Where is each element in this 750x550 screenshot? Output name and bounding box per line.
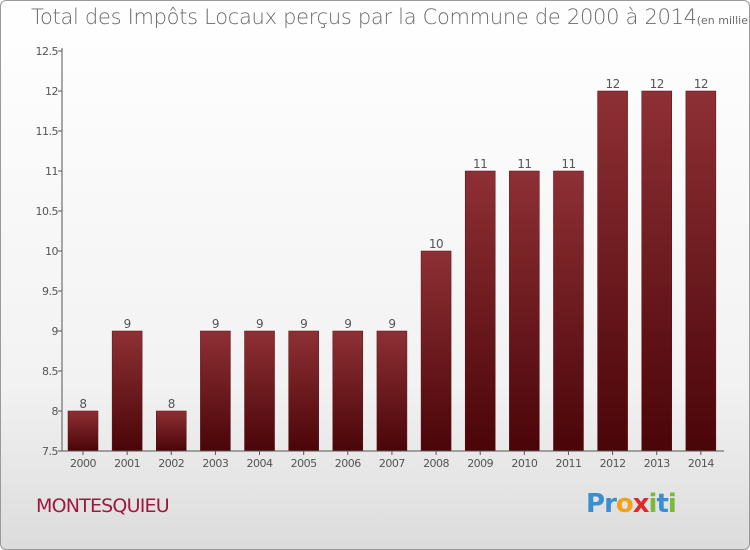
x-tick-label: 2000 (70, 457, 96, 470)
x-axis: 2000 2001 2002 2003 2004 2005 2006 2007 2008 2009… (62, 450, 724, 470)
data-label-2012: 12 (605, 77, 619, 91)
data-label-2014: 12 (694, 77, 708, 91)
y-tick-label: 9 (52, 325, 59, 338)
bar-2009 (464, 170, 496, 452)
y-tick-label: 8.5 (42, 365, 58, 378)
x-tick-label: 2008 (423, 457, 449, 470)
bars: 8 9 8 9 9 9 9 9 10 11 11 11 12 12 12 (67, 77, 717, 452)
y-tick-label: 10.5 (36, 205, 59, 218)
x-tick-label: 2003 (202, 457, 228, 470)
x-tick-label: 2006 (335, 457, 361, 470)
chart-title-unit: (en milliers d'€) (696, 14, 749, 27)
y-tick-label: 10 (45, 245, 58, 258)
bar-2005 (288, 330, 319, 452)
chart-title: Total des Impôts Locaux perçus par la Co… (31, 5, 697, 29)
y-tick-label: 12 (45, 85, 58, 98)
data-label-2006: 9 (344, 317, 351, 331)
commune-name: MONTESQUIEU (36, 495, 170, 517)
logo-letter: i (648, 489, 658, 519)
bar-2011 (553, 170, 584, 452)
data-label-2004: 9 (256, 317, 263, 331)
x-tick-label: 2005 (291, 457, 317, 470)
y-tick-label: 8 (52, 405, 59, 418)
bar-2013 (641, 90, 672, 452)
data-label-2010: 11 (517, 157, 531, 171)
data-label-2003: 9 (212, 317, 219, 331)
bar-2006 (332, 330, 364, 452)
x-tick-label: 2014 (688, 457, 714, 470)
bar-2001 (111, 330, 143, 452)
data-label-2013: 12 (650, 77, 664, 91)
x-tick-label: 2001 (114, 457, 140, 470)
logo-letter: i (667, 489, 677, 519)
bar-2003 (200, 330, 231, 452)
data-label-2009: 11 (473, 157, 487, 171)
data-label-2011: 11 (561, 157, 575, 171)
data-label-2000: 8 (79, 397, 86, 411)
y-tick-label: 7.5 (42, 445, 58, 458)
bar-2000 (67, 410, 99, 452)
bar-2014 (685, 90, 717, 452)
logo-letter: P (586, 489, 605, 519)
x-tick-label: 2010 (511, 457, 537, 470)
y-tick-label: 11 (45, 165, 58, 178)
y-tick-label: 9.5 (42, 285, 58, 298)
logo-letter: x (632, 489, 650, 519)
x-tick-label: 2012 (600, 457, 626, 470)
data-label-2001: 9 (124, 317, 131, 331)
data-label-2002: 8 (168, 397, 175, 411)
data-label-2005: 9 (300, 317, 307, 331)
x-tick-label: 2007 (379, 457, 405, 470)
bar-2004 (244, 330, 275, 452)
bar-2010 (509, 170, 540, 452)
data-label-2008: 10 (429, 237, 443, 251)
logo-letter: o (615, 489, 634, 519)
bar-2007 (376, 330, 408, 452)
y-tick-label: 11.5 (36, 125, 59, 138)
bar-2008 (420, 250, 452, 452)
x-tick-label: 2013 (644, 457, 670, 470)
x-tick-label: 2004 (247, 457, 273, 470)
data-label-2007: 9 (388, 317, 395, 331)
y-tick-label: 12.5 (36, 45, 59, 58)
y-axis: 7.5 8 8.5 9 9.5 10 10.5 11 11.5 12 12.5 (36, 45, 63, 458)
bar-2012 (597, 90, 628, 452)
x-tick-label: 2002 (158, 457, 184, 470)
logo-letter: r (604, 489, 617, 519)
proxiti-logo: Proxiti (586, 489, 677, 519)
x-tick-label: 2011 (555, 457, 581, 470)
chart-title-row: Total des Impôts Locaux perçus par la Co… (31, 5, 749, 29)
bar-2002 (156, 410, 187, 452)
logo-letter: t (656, 489, 668, 519)
x-tick-label: 2009 (467, 457, 493, 470)
